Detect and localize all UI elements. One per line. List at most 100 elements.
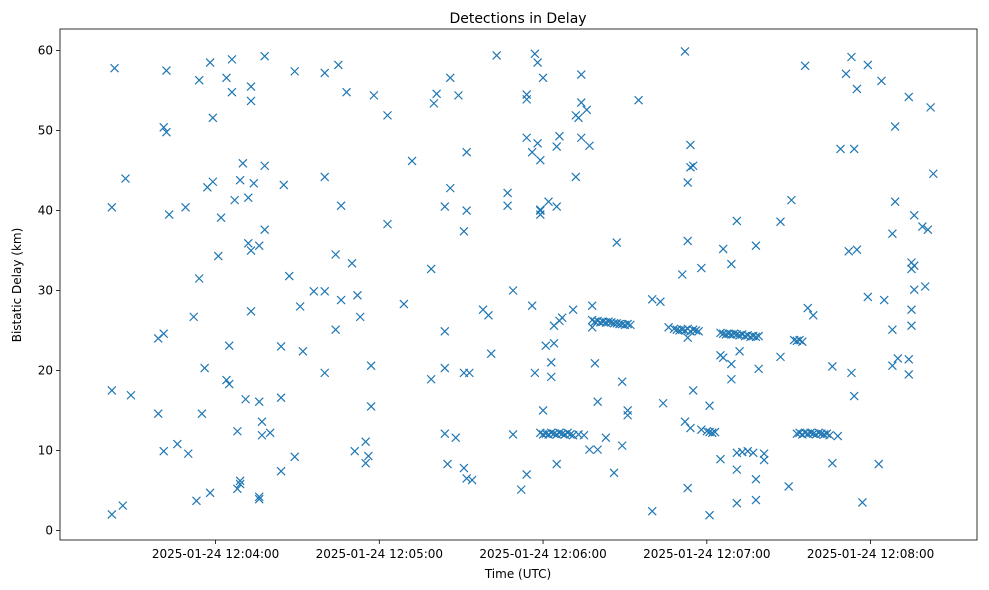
data-point	[227, 87, 237, 97]
data-point	[257, 430, 267, 440]
data-point	[920, 282, 930, 291]
data-point	[696, 425, 706, 435]
data-point	[658, 398, 668, 408]
data-point	[707, 428, 717, 438]
data-point	[159, 329, 169, 339]
data-point	[827, 458, 837, 468]
data-point	[688, 161, 698, 171]
data-point	[705, 510, 714, 520]
data-point	[557, 313, 567, 323]
plot-frame	[59, 28, 978, 541]
data-point	[522, 133, 532, 143]
data-point	[617, 377, 627, 387]
data-point	[844, 246, 854, 256]
y-tick-label: 30	[38, 283, 53, 297]
data-point	[232, 484, 242, 494]
data-point	[587, 322, 597, 332]
data-point	[492, 50, 502, 60]
data-point	[440, 363, 450, 373]
data-point	[669, 324, 679, 334]
data-point	[857, 497, 867, 507]
data-point	[601, 433, 611, 443]
data-point	[683, 236, 693, 246]
data-point	[686, 162, 695, 172]
data-point	[164, 210, 174, 219]
data-point	[729, 329, 739, 339]
data-point	[571, 172, 581, 182]
data-point	[732, 216, 742, 226]
data-point	[680, 46, 690, 56]
data-point	[907, 305, 916, 315]
data-point	[440, 429, 450, 439]
data-point	[688, 325, 698, 335]
data-point	[887, 361, 897, 371]
data-point	[909, 285, 919, 295]
data-point	[852, 84, 862, 94]
data-point	[590, 358, 600, 368]
data-point	[732, 465, 742, 475]
data-point	[923, 225, 933, 235]
data-point	[254, 397, 264, 407]
data-point	[486, 349, 496, 359]
data-point	[216, 213, 226, 223]
data-point	[254, 492, 264, 502]
data-point	[361, 458, 371, 468]
data-point	[754, 364, 764, 374]
data-point	[549, 338, 559, 348]
data-point	[459, 226, 469, 236]
data-point	[751, 495, 761, 505]
data-point	[347, 258, 357, 268]
data-point	[928, 169, 938, 179]
data-point	[863, 60, 873, 70]
data-point	[909, 210, 919, 220]
data-point	[776, 352, 785, 362]
data-point	[655, 297, 665, 307]
data-point	[260, 225, 270, 235]
data-point	[585, 445, 594, 455]
data-point	[533, 138, 543, 148]
data-point	[224, 341, 234, 351]
data-point	[822, 429, 832, 439]
data-point	[508, 286, 518, 295]
data-point	[189, 312, 199, 322]
data-point	[702, 426, 712, 436]
data-point	[795, 335, 805, 345]
data-point	[585, 141, 594, 151]
data-point	[784, 481, 794, 491]
data-point	[484, 310, 493, 320]
data-point	[260, 51, 270, 61]
data-point	[877, 76, 886, 86]
data-point	[593, 445, 603, 455]
data-point	[159, 122, 169, 132]
data-point	[331, 325, 341, 335]
data-point	[162, 66, 171, 76]
data-point	[462, 147, 472, 157]
data-point	[121, 174, 130, 183]
data-point	[617, 441, 627, 451]
data-point	[336, 201, 346, 211]
data-point	[205, 488, 215, 498]
data-point	[369, 90, 379, 100]
x-axis-ticks: 2025-01-24 12:04:00 2025-01-24 12:05:00 20…	[152, 540, 934, 561]
data-point	[350, 446, 360, 456]
data-point	[555, 428, 564, 438]
data-point	[464, 368, 474, 378]
data-point	[320, 368, 330, 378]
data-point	[683, 178, 693, 187]
data-point	[246, 96, 256, 106]
data-point	[634, 95, 644, 105]
data-point	[238, 158, 248, 168]
data-point	[172, 439, 182, 449]
data-point	[759, 449, 769, 459]
data-point	[265, 428, 275, 438]
data-point	[336, 295, 346, 305]
x-tick-label: 2025-01-24 12:08:00	[807, 547, 934, 561]
data-point	[107, 386, 117, 395]
data-point	[222, 73, 231, 83]
data-point	[159, 446, 169, 456]
data-point	[686, 423, 695, 433]
data-point	[451, 433, 461, 443]
data-point	[609, 468, 619, 478]
data-point	[691, 326, 701, 335]
data-point	[110, 63, 120, 73]
